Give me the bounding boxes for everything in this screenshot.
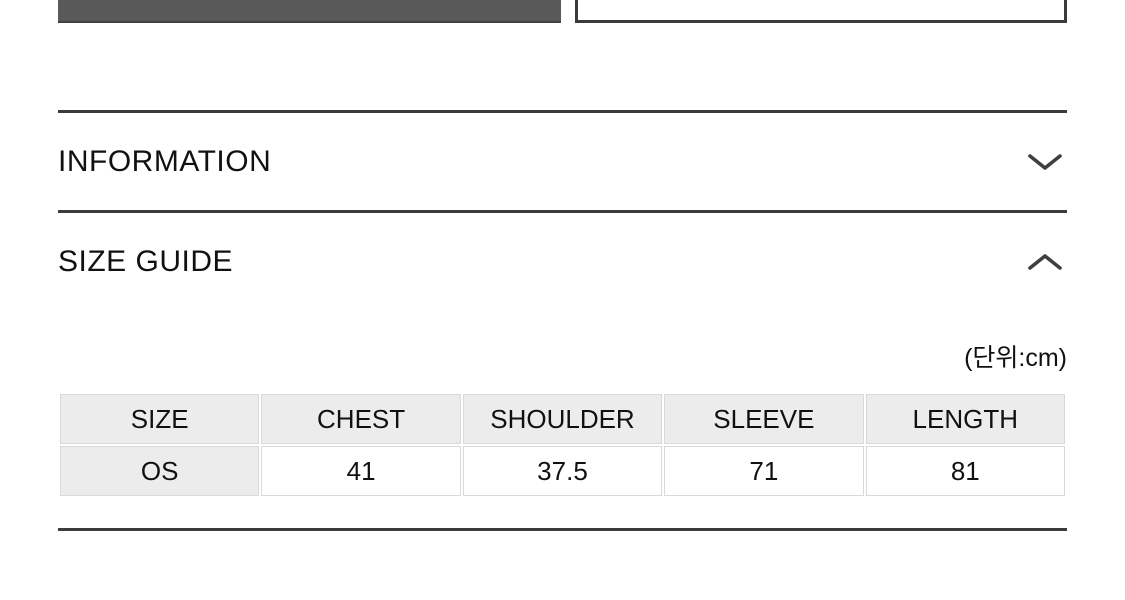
information-title: INFORMATION: [58, 144, 272, 178]
cell-length-value: 81: [865, 446, 1065, 496]
cell-shoulder-value: 37.5: [462, 446, 663, 496]
column-header-sleeve: SLEEVE: [664, 394, 864, 444]
unit-note: (단위:cm): [964, 344, 1067, 372]
section-divider: [58, 528, 1067, 531]
column-header-size: SIZE: [60, 394, 260, 444]
cell-size-name: OS: [60, 446, 260, 496]
primary-action-button-partial[interactable]: [58, 0, 561, 23]
information-accordion-header[interactable]: INFORMATION: [58, 113, 1067, 210]
cell-sleeve-value: 71: [664, 446, 864, 496]
size-guide-content: (단위:cm) SIZE CHEST SHOULDER SLEEVE LENGT…: [58, 340, 1067, 498]
column-header-shoulder: SHOULDER: [462, 394, 663, 444]
secondary-action-button-partial[interactable]: [575, 0, 1067, 23]
size-guide-table: SIZE CHEST SHOULDER SLEEVE LENGTH OS 41 …: [58, 392, 1067, 498]
section-divider: [58, 210, 1067, 213]
top-button-row: [58, 0, 1067, 23]
size-table-data-row: OS 41 37.5 71 81: [60, 446, 1065, 496]
section-divider: [58, 110, 1067, 113]
cell-chest-value: 41: [261, 446, 461, 496]
column-header-length: LENGTH: [865, 394, 1065, 444]
size-guide-title: SIZE GUIDE: [58, 244, 234, 278]
chevron-down-icon[interactable]: [1027, 152, 1063, 172]
size-guide-accordion-header[interactable]: SIZE GUIDE: [58, 213, 1067, 310]
chevron-up-icon[interactable]: [1027, 252, 1063, 272]
column-header-chest: CHEST: [261, 394, 461, 444]
size-table-header-row: SIZE CHEST SHOULDER SLEEVE LENGTH: [60, 394, 1065, 444]
